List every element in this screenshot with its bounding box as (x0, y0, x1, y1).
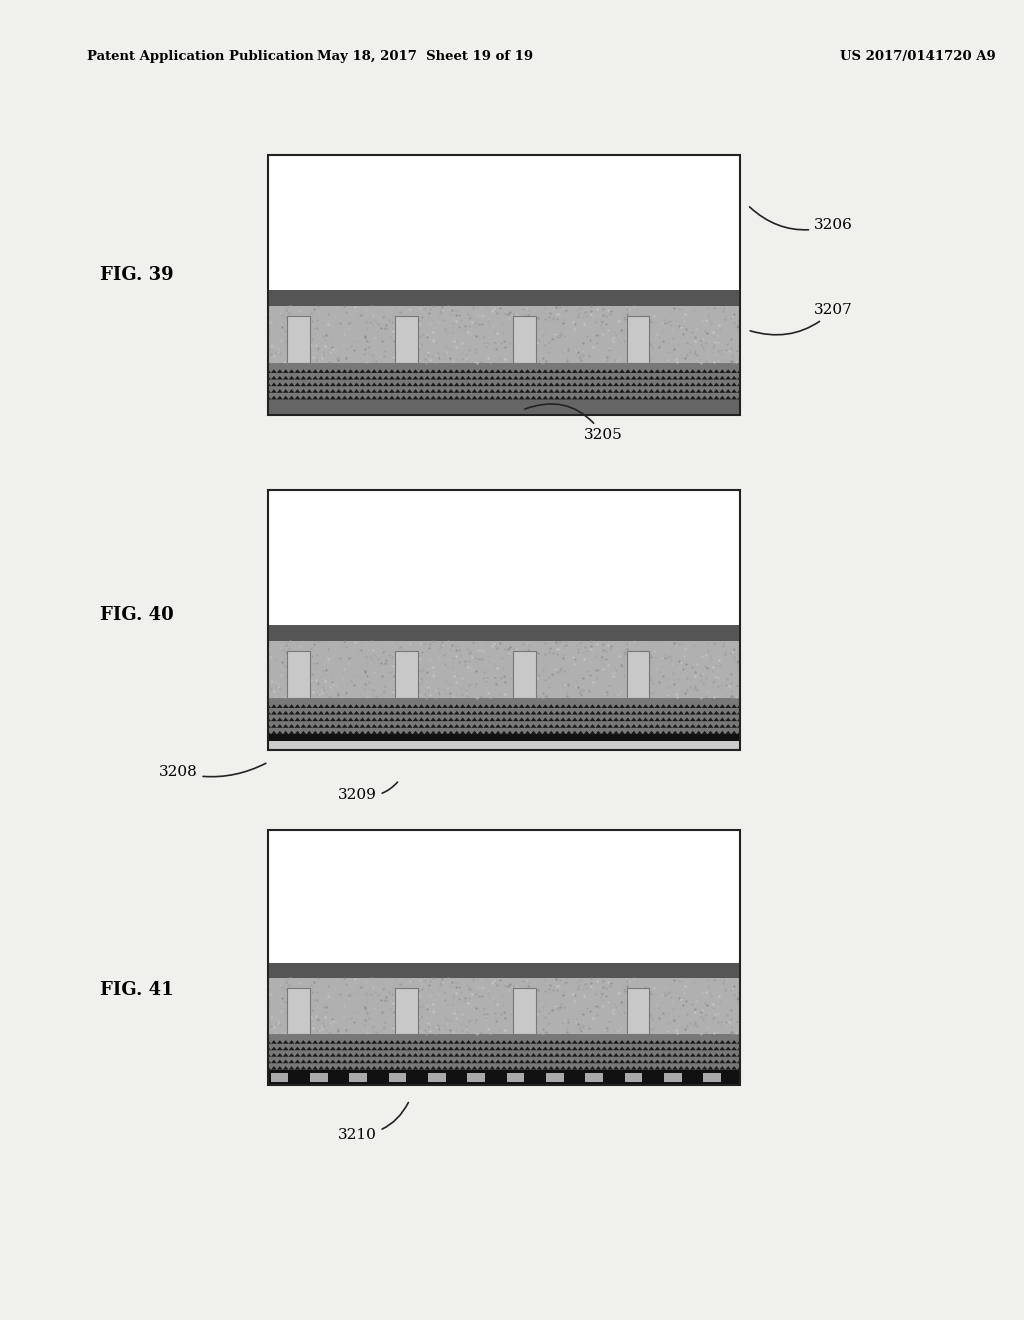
Bar (268, 640, 740, 698)
Bar (268, 306, 740, 363)
Bar (268, 490, 740, 626)
Bar (513, 315, 537, 363)
Bar (270, 1073, 288, 1082)
Text: FIG. 41: FIG. 41 (100, 981, 174, 999)
Bar (703, 1073, 721, 1082)
Text: 3205: 3205 (525, 404, 623, 442)
Bar (268, 978, 740, 1034)
Bar (310, 1073, 328, 1082)
Text: Patent Application Publication: Patent Application Publication (87, 50, 313, 63)
Bar (268, 830, 740, 1085)
Bar (586, 1073, 603, 1082)
Bar (467, 1073, 484, 1082)
Text: 3209: 3209 (338, 783, 397, 803)
Bar (627, 315, 649, 363)
Bar (268, 962, 740, 978)
Bar (665, 1073, 682, 1082)
Bar (546, 1073, 563, 1082)
Bar (428, 1073, 445, 1082)
Bar (513, 987, 537, 1034)
Bar (627, 987, 649, 1034)
Bar (268, 734, 740, 742)
Bar (268, 490, 740, 750)
Bar (389, 1073, 407, 1082)
Text: May 18, 2017  Sheet 19 of 19: May 18, 2017 Sheet 19 of 19 (316, 50, 534, 63)
Bar (268, 363, 740, 400)
Bar (268, 830, 740, 962)
Bar (287, 315, 309, 363)
Bar (268, 290, 740, 306)
Text: 3207: 3207 (751, 304, 853, 335)
Bar (395, 315, 418, 363)
Text: US 2017/0141720 A9: US 2017/0141720 A9 (840, 50, 995, 63)
Bar (627, 651, 649, 698)
Bar (507, 1073, 524, 1082)
Bar (268, 626, 740, 640)
Bar (268, 400, 740, 414)
Text: FIG. 39: FIG. 39 (100, 267, 174, 284)
Bar (625, 1073, 642, 1082)
Bar (287, 651, 309, 698)
Bar (268, 698, 740, 734)
Bar (268, 1069, 740, 1085)
Text: 3208: 3208 (159, 763, 266, 779)
Text: 3206: 3206 (750, 207, 853, 232)
Bar (268, 742, 740, 750)
Bar (395, 987, 418, 1034)
Bar (268, 1034, 740, 1069)
Bar (287, 987, 309, 1034)
Bar (395, 651, 418, 698)
Text: FIG. 40: FIG. 40 (100, 606, 174, 624)
Text: 3210: 3210 (338, 1102, 409, 1142)
Bar (349, 1073, 367, 1082)
Bar (268, 154, 740, 414)
Bar (268, 154, 740, 290)
Bar (513, 651, 537, 698)
